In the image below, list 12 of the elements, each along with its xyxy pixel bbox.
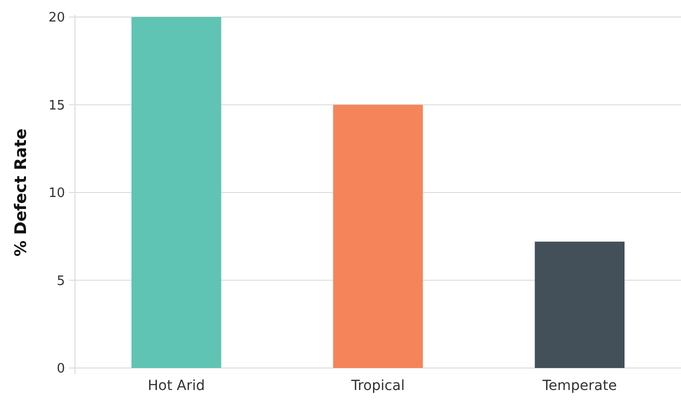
bar <box>131 17 222 368</box>
y-axis-title: % Defect Rate <box>11 128 30 256</box>
y-tick-label: 20 <box>48 10 65 26</box>
x-tick-label: Temperate <box>541 378 617 394</box>
bar <box>333 104 423 368</box>
x-tick-label: Hot Arid <box>148 378 205 394</box>
bar <box>534 242 625 368</box>
y-tick-label: 0 <box>56 362 65 377</box>
y-tick-label: 10 <box>48 186 65 202</box>
x-tick-label: Tropical <box>350 378 405 394</box>
y-tick-label: 5 <box>56 274 65 289</box>
y-tick-label: 15 <box>48 98 65 114</box>
